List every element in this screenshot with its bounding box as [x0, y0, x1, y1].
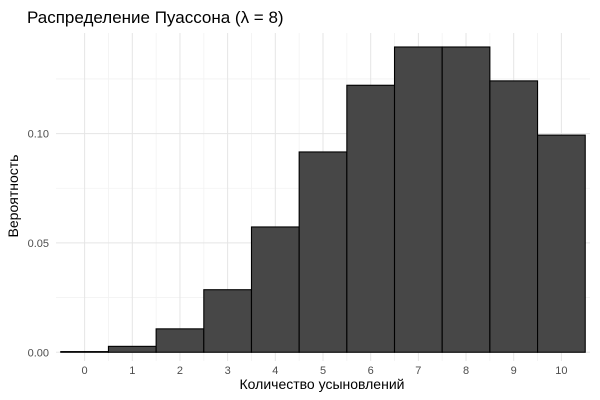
x-tick-label: 8 [463, 365, 469, 377]
bar-9 [489, 80, 539, 353]
x-tick-label: 2 [177, 365, 183, 377]
y-tick-label: 0.10 [28, 129, 49, 141]
bar-2 [155, 328, 205, 353]
x-tick-label: 7 [415, 365, 421, 377]
x-tick-label: 4 [272, 365, 278, 377]
bar-8 [441, 46, 491, 353]
bar-6 [346, 84, 396, 353]
y-tick-labels: 0.00 0.05 0.10 [28, 129, 49, 360]
x-tick-labels: 0 1 2 3 4 5 6 7 8 9 10 [82, 365, 568, 377]
bar-10 [537, 134, 586, 353]
bar-1 [107, 345, 157, 353]
x-tick-label: 0 [82, 365, 88, 377]
bar-5 [298, 151, 348, 353]
x-tick-label: 9 [511, 365, 517, 377]
x-tick-label: 1 [129, 365, 135, 377]
y-axis-title: Вероятность [5, 155, 21, 238]
bar-3 [203, 289, 253, 353]
bar-0 [60, 351, 109, 353]
y-tick-label: 0.05 [28, 238, 49, 250]
chart-title: Распределение Пуассона (λ = 8) [27, 8, 284, 27]
x-tick-label: 10 [555, 365, 567, 377]
x-axis-title: Количество усыновлений [240, 376, 405, 392]
bars [60, 46, 586, 353]
x-tick-label: 6 [368, 365, 374, 377]
y-tick-label: 0.00 [28, 347, 49, 359]
x-tick-label: 5 [320, 365, 326, 377]
x-tick-label: 3 [225, 365, 231, 377]
bar-4 [250, 226, 300, 353]
bar-7 [393, 46, 443, 353]
